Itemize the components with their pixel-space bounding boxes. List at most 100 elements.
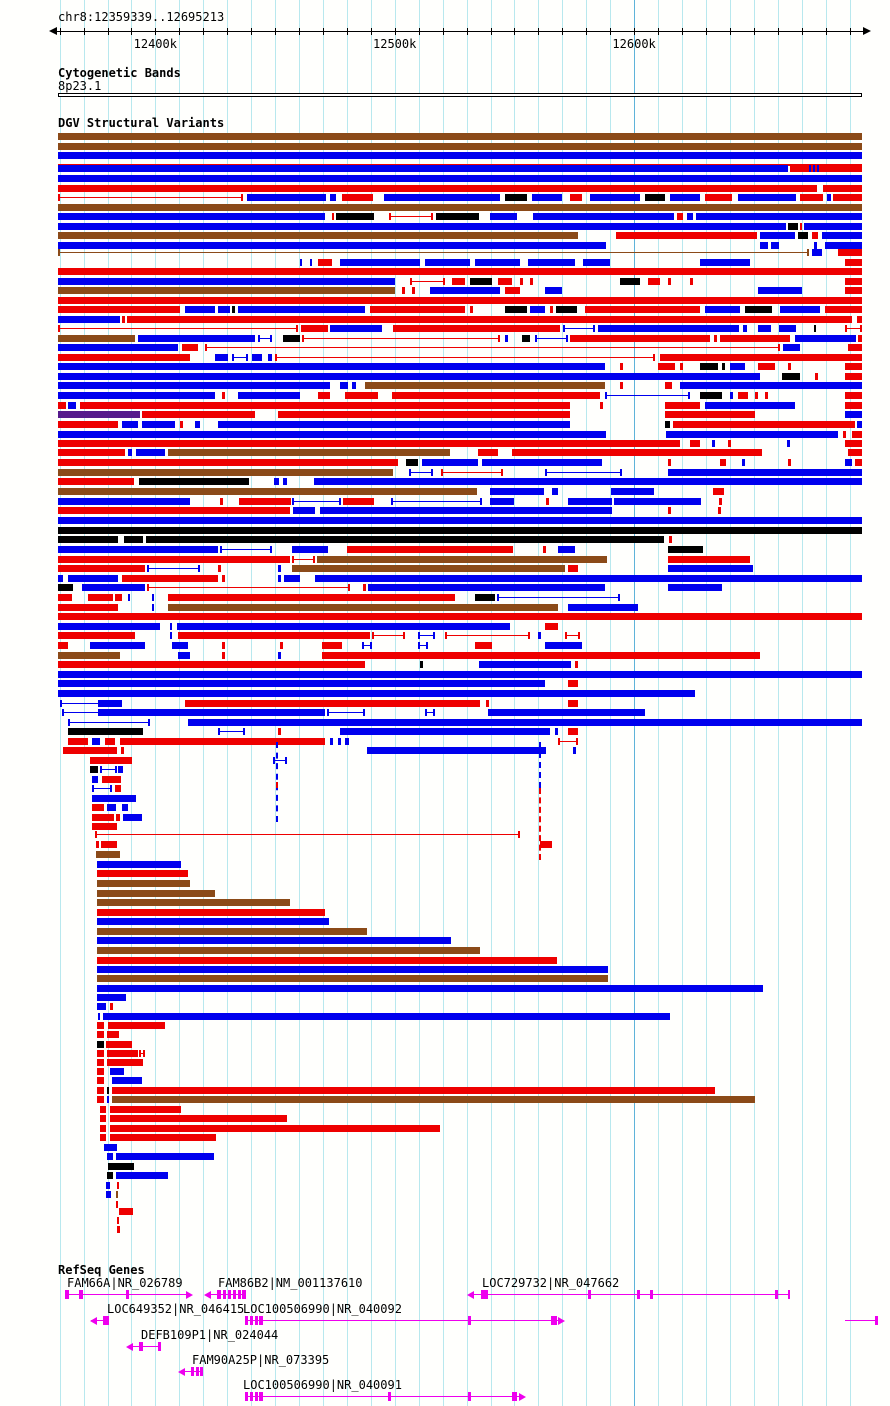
dgv-variant-bar[interactable] [292,546,328,553]
dgv-variant-bar[interactable] [845,373,862,380]
dgv-variant-span-end[interactable] [68,719,70,726]
dgv-variant-bar[interactable] [104,1144,117,1151]
dgv-variant-bar[interactable] [814,242,817,249]
dgv-variant-bar[interactable] [268,354,272,361]
dgv-variant-span-end[interactable] [605,392,607,399]
dgv-variant-bar[interactable] [58,373,760,380]
dgv-variant-bar[interactable] [788,459,791,466]
dgv-variant-bar[interactable] [58,152,862,159]
dgv-variant-bar[interactable] [787,440,790,447]
gene-exon-tick[interactable] [158,1342,161,1351]
dgv-variant-bar[interactable] [505,194,527,201]
dgv-variant-bar[interactable] [146,536,664,543]
dgv-variant-span-line[interactable] [95,834,520,835]
dgv-variant-span-end[interactable] [58,325,60,332]
dgv-variant-span-end[interactable] [391,498,393,505]
dgv-variant-bar[interactable] [520,278,523,285]
dgv-variant-bar[interactable] [393,325,560,332]
dgv-variant-bar[interactable] [665,421,670,428]
gene-intron-line[interactable] [65,1294,186,1295]
dgv-variant-bar[interactable] [278,411,570,418]
dgv-variant-bar[interactable] [488,709,645,716]
dgv-variant-span-line[interactable] [565,635,580,636]
dgv-variant-bar[interactable] [110,1125,440,1132]
dgv-variant-bar[interactable] [546,498,549,505]
dgv-variant-bar[interactable] [700,259,750,266]
dgv-variant-bar[interactable] [658,363,675,370]
dgv-variant-bar[interactable] [97,861,181,868]
dgv-variant-bar[interactable] [96,841,99,848]
dgv-variant-bar[interactable] [122,421,138,428]
gene-exon-tick[interactable] [788,1290,790,1299]
dgv-variant-bar[interactable] [58,354,190,361]
dgv-variant-bar[interactable] [97,880,190,887]
dgv-variant-bar[interactable] [384,194,500,201]
dgv-variant-span-end[interactable] [258,335,260,342]
dgv-variant-span-line[interactable] [58,328,298,329]
dgv-variant-bar[interactable] [668,584,722,591]
dgv-variant-bar[interactable] [58,546,218,553]
dgv-variant-span-end[interactable] [433,709,435,716]
dgv-variant-bar[interactable] [530,306,545,313]
dgv-variant-bar[interactable] [498,278,512,285]
dgv-variant-bar[interactable] [278,652,281,659]
dgv-variant-span-end[interactable] [98,709,100,716]
gene-exon-block[interactable] [233,1290,236,1299]
dgv-variant-span-line[interactable] [441,472,503,473]
dgv-variant-bar[interactable] [63,747,117,754]
dgv-variant-span-end[interactable] [147,565,149,572]
dgv-variant-bar[interactable] [690,278,693,285]
dgv-variant-bar[interactable] [110,1068,124,1075]
dgv-variant-span-line[interactable] [275,357,655,358]
dgv-variant-bar[interactable] [660,354,862,361]
dgv-variant-bar[interactable] [475,594,495,601]
dgv-variant-bar[interactable] [320,507,612,514]
dgv-variant-bar[interactable] [620,363,623,370]
dgv-variant-bar[interactable] [858,335,862,342]
gene-label[interactable]: FAM90A25P|NR_073395 [192,1353,330,1367]
dgv-variant-bar[interactable] [152,594,154,601]
dgv-variant-bar[interactable] [600,402,603,409]
dgv-variant-bar[interactable] [58,402,66,409]
dgv-variant-bar[interactable] [540,841,552,848]
dgv-variant-span-line[interactable] [205,347,780,348]
dgv-variant-span-end[interactable] [139,1050,141,1057]
dgv-variant-bar[interactable] [238,306,365,313]
dgv-variant-bar[interactable] [505,287,520,294]
dgv-variant-bar[interactable] [58,594,72,601]
dgv-variant-bar[interactable] [845,459,852,466]
gene-exon-block[interactable] [255,1316,258,1325]
dgv-variant-bar[interactable] [845,278,862,285]
gene-exon-block[interactable] [250,1316,253,1325]
dgv-variant-bar[interactable] [648,278,660,285]
gene-intron-line[interactable] [91,1320,109,1321]
dgv-variant-bar[interactable] [800,194,823,201]
dgv-variant-span-end[interactable] [60,700,62,707]
dgv-variant-bar[interactable] [738,194,796,201]
dgv-variant-bar[interactable] [88,594,113,601]
dgv-variant-bar[interactable] [322,652,760,659]
dgv-variant-bar[interactable] [665,411,755,418]
dgv-variant-bar[interactable] [98,1013,100,1020]
dgv-variant-bar[interactable] [58,517,862,524]
dgv-variant-span-end[interactable] [403,632,405,639]
dgv-variant-bar[interactable] [97,909,325,916]
dgv-variant-span-line[interactable] [292,501,341,502]
dgv-variant-bar[interactable] [552,488,558,495]
dgv-variant-bar[interactable] [590,194,640,201]
dgv-variant-bar[interactable] [58,382,330,389]
gene-exon-block[interactable] [139,1342,143,1351]
dgv-variant-span-end[interactable] [372,632,374,639]
dgv-variant-bar[interactable] [568,680,578,687]
dgv-variant-bar[interactable] [568,498,612,505]
dgv-variant-bar[interactable] [68,402,76,409]
dgv-variant-bar[interactable] [58,335,135,342]
dgv-variant-span-end[interactable] [480,498,482,505]
dgv-variant-bar[interactable] [669,536,672,543]
dgv-variant-bar[interactable] [436,213,479,220]
dgv-variant-bar[interactable] [788,363,791,370]
gene-label[interactable]: LOC649352|NR_046415 [107,1302,245,1316]
dgv-variant-bar[interactable] [779,325,796,332]
dgv-variant-bar[interactable] [475,259,520,266]
dgv-variant-bar[interactable] [115,594,122,601]
